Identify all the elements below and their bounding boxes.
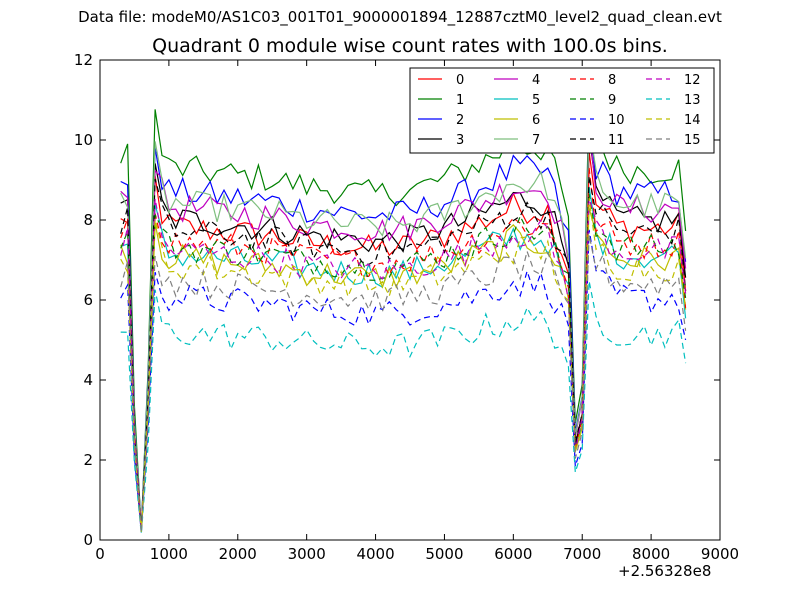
series-line-7 bbox=[120, 124, 687, 530]
y-tick-label: 10 bbox=[74, 131, 93, 149]
x-tick-label: 5000 bbox=[425, 545, 463, 563]
y-tick-label: 4 bbox=[83, 371, 93, 389]
series-line-10 bbox=[120, 229, 687, 533]
legend-label-3: 3 bbox=[456, 133, 464, 148]
series-lines bbox=[120, 97, 687, 534]
legend-box bbox=[409, 67, 715, 154]
legend-label-1: 1 bbox=[456, 93, 464, 108]
series-line-5 bbox=[120, 186, 687, 532]
series-line-2 bbox=[120, 117, 687, 530]
x-tick-label: 8000 bbox=[632, 545, 670, 563]
legend-label-6: 6 bbox=[532, 113, 540, 128]
legend-label-8: 8 bbox=[608, 73, 616, 88]
x-tick-label: 2000 bbox=[219, 545, 257, 563]
series-line-14 bbox=[120, 197, 687, 532]
x-tick-label: 7000 bbox=[563, 545, 601, 563]
legend-label-9: 9 bbox=[608, 93, 616, 108]
legend-label-4: 4 bbox=[532, 73, 540, 88]
legend-label-12: 12 bbox=[684, 73, 701, 88]
series-line-13 bbox=[120, 280, 687, 534]
series-line-1 bbox=[120, 97, 687, 530]
legend-label-5: 5 bbox=[532, 93, 540, 108]
x-axis-offset-label: +2.56328e8 bbox=[618, 562, 712, 580]
series-line-8 bbox=[120, 167, 687, 532]
legend-label-11: 11 bbox=[608, 133, 625, 148]
series-line-6 bbox=[120, 207, 687, 532]
series-line-11 bbox=[120, 176, 687, 531]
x-axis: 0 1000 2000 3000 4000 5000 6000 7000 8000 9000 bbox=[95, 60, 739, 563]
y-tick-label: 12 bbox=[74, 51, 93, 69]
legend-label-2: 2 bbox=[456, 113, 464, 128]
series-line-12 bbox=[120, 198, 687, 532]
x-tick-label: 6000 bbox=[494, 545, 532, 563]
y-tick-label: 0 bbox=[83, 531, 93, 549]
legend-label-15: 15 bbox=[684, 133, 701, 148]
legend-label-14: 14 bbox=[684, 113, 701, 128]
legend-label-10: 10 bbox=[608, 113, 625, 128]
legend-label-7: 7 bbox=[532, 133, 540, 148]
y-tick-label: 6 bbox=[83, 291, 93, 309]
series-line-15 bbox=[120, 234, 687, 533]
series-line-9 bbox=[120, 193, 687, 531]
legend-label-13: 13 bbox=[684, 93, 701, 108]
x-tick-label: 0 bbox=[95, 545, 105, 563]
x-tick-label: 9000 bbox=[701, 545, 739, 563]
figure-suptitle: Data file: modeM0/AS1C03_001T01_90000018… bbox=[78, 8, 722, 26]
y-tick-label: 2 bbox=[83, 451, 93, 469]
y-tick-label: 8 bbox=[83, 211, 93, 229]
x-tick-label: 4000 bbox=[356, 545, 394, 563]
series-line-0 bbox=[120, 151, 687, 531]
x-tick-label: 1000 bbox=[150, 545, 188, 563]
chart-title: Quadrant 0 module wise count rates with … bbox=[152, 35, 668, 57]
legend-label-0: 0 bbox=[456, 73, 464, 88]
x-tick-label: 3000 bbox=[288, 545, 326, 563]
